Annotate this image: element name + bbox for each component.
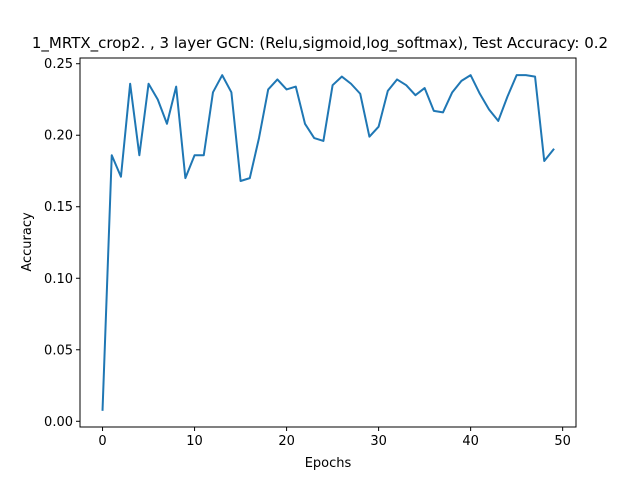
x-tick-label: 20: [278, 434, 295, 449]
x-tick-label: 50: [554, 434, 571, 449]
axes-frame: [79, 57, 577, 428]
y-tick-label: 0.10: [44, 272, 73, 287]
x-tick-label: 0: [98, 434, 106, 449]
x-tick-label: 10: [186, 434, 203, 449]
x-tick-label: 30: [370, 434, 387, 449]
y-tick-label: 0.05: [44, 343, 73, 358]
y-axis-label: Accuracy: [20, 212, 35, 272]
y-tick-label: 0.15: [44, 200, 73, 215]
series-line: [101, 74, 555, 411]
x-axis: 0 10 20 30 40 50: [98, 427, 571, 449]
chart-title: 1_MRTX_crop2. , 3 layer GCN: (Relu,sigmo…: [32, 34, 608, 53]
y-tick-label: 0.25: [44, 57, 73, 72]
x-tick-label: 40: [462, 434, 479, 449]
y-axis: 0.00 0.05 0.10 0.15 0.20 0.25: [44, 57, 80, 430]
y-tick-label: 0.00: [44, 415, 73, 430]
x-axis-label: Epochs: [305, 456, 352, 471]
y-tick-label: 0.20: [44, 129, 73, 144]
plot-area: [101, 74, 555, 411]
